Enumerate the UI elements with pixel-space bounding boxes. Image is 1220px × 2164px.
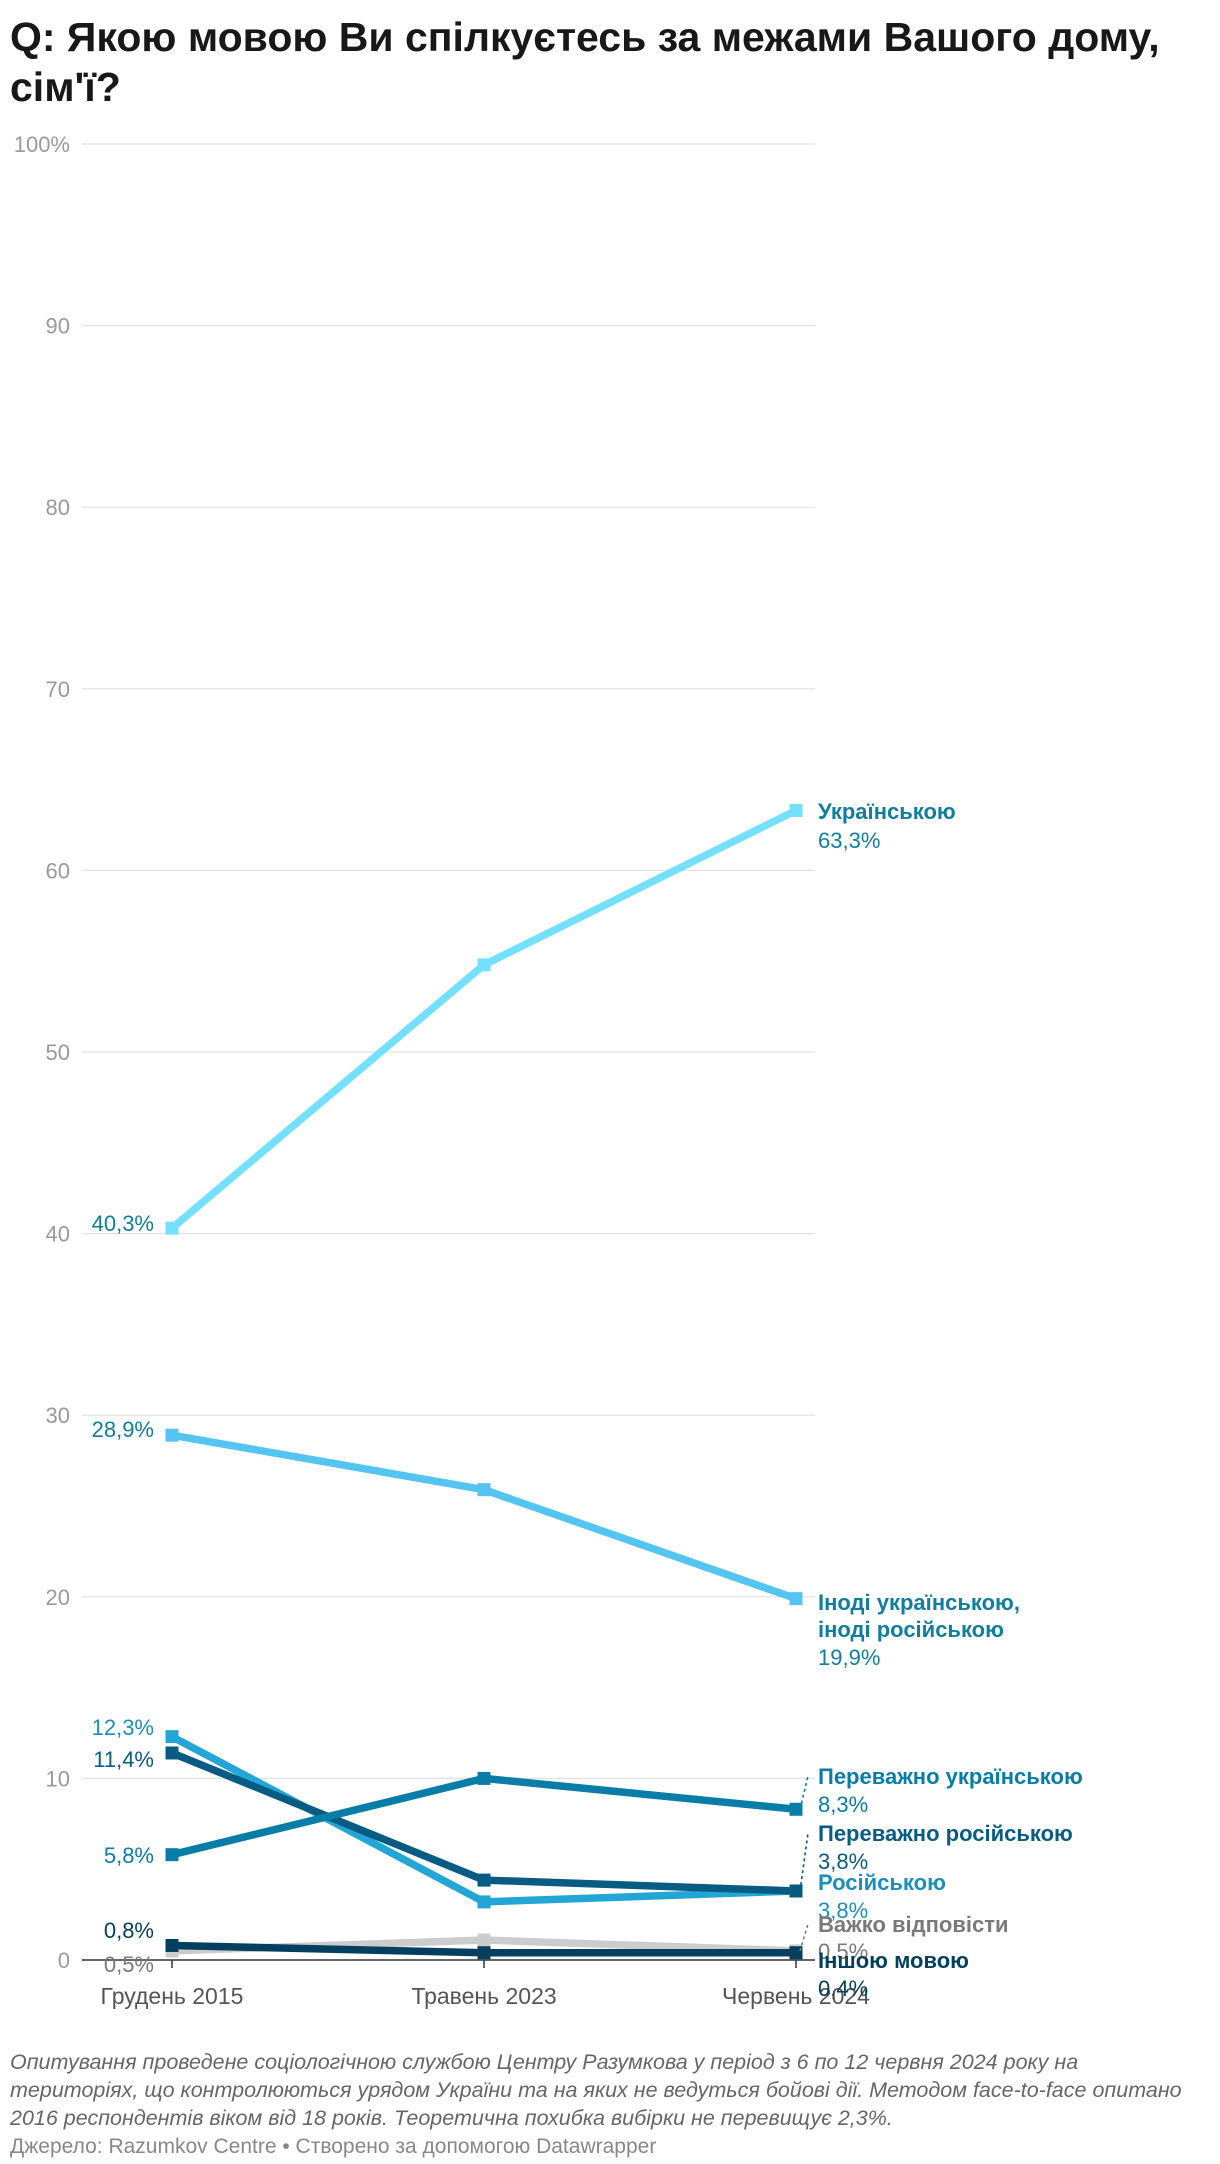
y-tick-label: 50 [46,1040,70,1065]
start-value-label: 0,5% [104,1952,154,1977]
series-name-label: Іноді українською, іноді російською [818,1590,1020,1642]
y-tick-label: 40 [46,1222,70,1247]
line-chart: 0 10 20 30 40 50 60 70 80 90 100% Грудень 2015 Трав… [14,132,1083,2009]
data-point [789,1802,803,1816]
y-tick-label: 10 [46,1766,70,1791]
end-value-label: 0,5% [818,1939,868,1964]
data-point [477,1873,491,1887]
data-point [477,958,491,972]
series-name-label: Важко відповісти [818,1912,1009,1937]
series-labels: 40,3% Українською 63,3% 28,9% Іноді українсь… [92,799,1083,2001]
leader-line [799,1832,809,1892]
y-tick-label: 90 [46,314,70,339]
series-name-label: Українською [818,799,956,824]
x-axis-ticks: Грудень 2015 Травень 2023 Червень 2024 [101,1983,871,2009]
end-value-label: 8,3% [818,1792,868,1817]
y-tick-label: 60 [46,858,70,883]
end-value-label: 19,9% [818,1645,880,1670]
data-point [165,1428,179,1442]
data-point [165,1746,179,1760]
y-tick-label: 100% [14,132,70,157]
start-value-label: 12,3% [92,1715,154,1740]
x-tick-label: Травень 2023 [411,1983,556,2009]
start-value-label: 11,4% [93,1747,154,1772]
data-point [165,1730,179,1744]
y-axis-ticks: 0 10 20 30 40 50 60 70 80 90 100% [14,132,70,1973]
data-point [789,1592,803,1606]
series-line [168,1431,800,1603]
chart-title: Q: Якою мовою Ви спілкуєтесь за межами В… [10,14,1160,110]
label-leader-lines [799,1775,809,1952]
chart-note: Опитування проведене соціологічною служб… [10,2050,1182,2130]
end-value-label: 63,3% [818,828,880,853]
series-name-label: Переважно українською [818,1764,1083,1789]
data-point [165,1938,179,1952]
series-line [168,806,800,1232]
data-point [789,803,803,817]
data-point [477,1483,491,1497]
start-value-label: 0,8% [104,1918,154,1943]
end-value-label: 0,4% [818,1976,868,2001]
end-value-label: 3,8% [818,1849,868,1874]
x-tick-label: Червень 2024 [722,1983,870,2009]
data-point [477,1933,491,1947]
y-tick-label: 20 [46,1585,70,1610]
data-point [165,1221,179,1235]
series-markers [165,803,803,1960]
y-tick-label: 0 [58,1948,70,1973]
gridlines [82,143,815,1968]
x-tick-label: Грудень 2015 [101,1983,244,2009]
start-value-label: 28,9% [92,1417,154,1442]
series-name-label: Переважно російською [818,1821,1073,1846]
data-point [477,1946,491,1960]
start-value-label: 5,8% [104,1843,154,1868]
data-point [477,1771,491,1785]
data-point [789,1946,803,1960]
y-tick-label: 70 [46,677,70,702]
end-value-label: 3,8% [818,1898,868,1923]
chart-source: Джерело: Razumkov Centre • Створено за д… [10,2135,657,2158]
series-name-label: Іншою мовою [818,1948,969,1973]
start-value-label: 40,3% [92,1211,154,1236]
data-point [789,1884,803,1898]
y-tick-label: 80 [46,495,70,520]
data-point [165,1848,179,1862]
data-point [477,1895,491,1909]
series-name-label: Російською [818,1870,946,1895]
y-tick-label: 30 [46,1403,70,1428]
leader-line [799,1923,809,1952]
